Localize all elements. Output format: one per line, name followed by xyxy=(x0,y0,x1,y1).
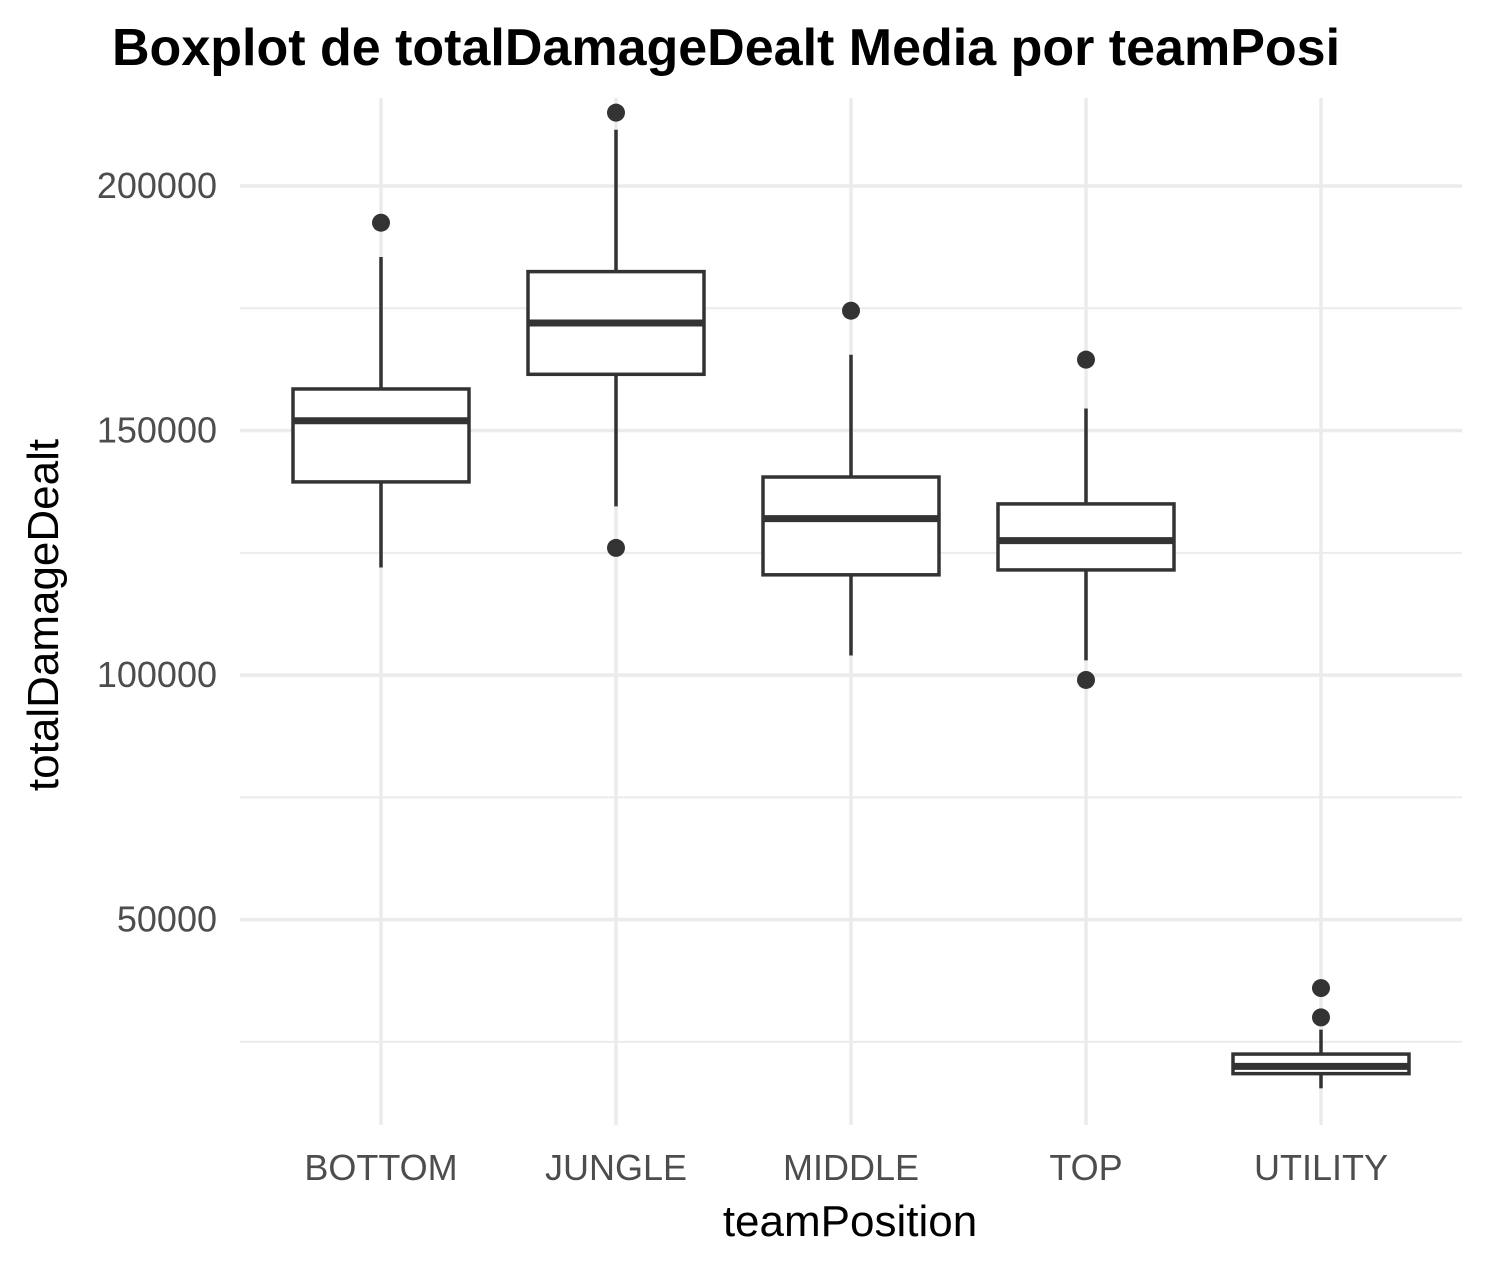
y-tick-label: 50000 xyxy=(117,899,217,940)
box-middle xyxy=(761,301,941,656)
tick-labels: 50000 100000 150000 200000 BOTTOM JUNGLE MIDDL… xyxy=(97,165,1388,1188)
outlier-point xyxy=(1077,670,1095,689)
box-bottom xyxy=(291,213,471,568)
iqr-box xyxy=(761,475,941,577)
box-jungle xyxy=(526,103,706,557)
chart-title: Boxplot de totalDamageDealt Media por te… xyxy=(112,19,1340,77)
outlier-point xyxy=(1077,350,1095,369)
x-tick-label: BOTTOM xyxy=(304,1147,457,1188)
outlier-point xyxy=(1312,979,1330,998)
y-tick-label: 100000 xyxy=(97,654,217,695)
x-tick-label: MIDDLE xyxy=(783,1147,919,1188)
y-tick-label: 150000 xyxy=(97,410,217,451)
boxes-layer xyxy=(291,103,1411,1089)
outlier-point xyxy=(1312,1008,1330,1027)
x-axis-title: teamPosition xyxy=(723,1197,977,1246)
box-top xyxy=(996,350,1176,689)
outlier-point xyxy=(842,301,860,320)
y-tick-label: 200000 xyxy=(97,165,217,206)
box-utility xyxy=(1231,979,1411,1089)
outlier-point xyxy=(607,103,625,122)
y-axis-title: totalDamageDealt xyxy=(19,439,68,791)
iqr-box xyxy=(291,387,471,484)
iqr-box xyxy=(996,502,1176,572)
outlier-point xyxy=(607,538,625,557)
x-tick-label: UTILITY xyxy=(1254,1147,1388,1188)
outlier-point xyxy=(372,213,390,232)
x-tick-label: TOP xyxy=(1049,1147,1122,1188)
x-tick-label: JUNGLE xyxy=(545,1147,687,1188)
